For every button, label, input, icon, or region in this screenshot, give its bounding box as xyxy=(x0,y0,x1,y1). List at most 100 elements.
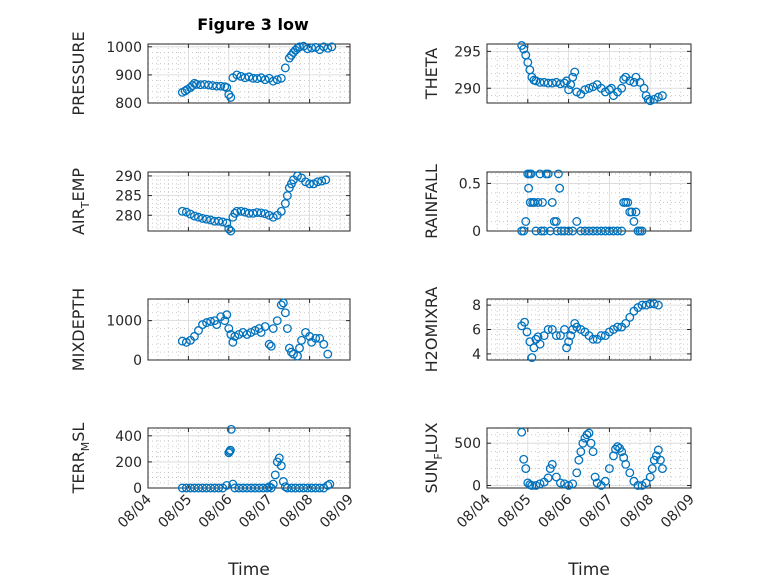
subplot-8: 0 500 08/04 08/05 08/06 08/07 08/08 08/09 Time SU… xyxy=(422,422,698,580)
data-point xyxy=(230,208,240,218)
data-point xyxy=(551,331,561,341)
data-point xyxy=(323,349,333,359)
axes-box xyxy=(147,171,351,232)
data-point xyxy=(293,43,302,53)
y-tick-label: 200 xyxy=(115,455,142,471)
data-point xyxy=(225,445,235,455)
data-point xyxy=(260,75,270,85)
subplot-7: 0 200 400 08/04 08/05 08/06 08/07 08/08 08/09 Tim… xyxy=(69,423,357,580)
data-point xyxy=(295,42,304,52)
data-point xyxy=(653,445,663,455)
data-point xyxy=(226,92,236,102)
data-point xyxy=(293,351,302,361)
data-point xyxy=(613,322,623,332)
data-point xyxy=(319,339,329,349)
data-point xyxy=(268,324,278,333)
figure-title: Figure 3 low xyxy=(197,15,309,34)
data-point xyxy=(198,213,207,223)
data-point xyxy=(286,347,296,357)
data-point xyxy=(657,464,667,474)
data-point xyxy=(226,226,236,236)
axes-box xyxy=(486,43,692,104)
data-point xyxy=(547,459,557,469)
y-tick-label: 400 xyxy=(115,429,142,445)
data-point xyxy=(566,331,576,341)
data-point xyxy=(190,331,199,341)
data-point xyxy=(649,455,659,465)
y-tick-label: 290 xyxy=(115,169,142,185)
data-point xyxy=(214,483,224,493)
data-point xyxy=(572,468,582,478)
data-point xyxy=(635,77,645,87)
data-point xyxy=(216,81,226,91)
data-point xyxy=(256,208,266,218)
x-axis-label: Time xyxy=(227,560,270,580)
y-tick-label: 285 xyxy=(115,189,142,205)
data-point xyxy=(649,299,659,309)
data-point xyxy=(568,72,578,82)
data-point xyxy=(645,472,655,482)
data-point xyxy=(321,175,331,185)
data-point xyxy=(262,483,272,493)
data-point xyxy=(297,335,306,345)
data-point xyxy=(274,453,284,463)
data-point xyxy=(315,333,325,343)
data-point xyxy=(641,300,651,310)
y-tick-label: 1000 xyxy=(106,40,142,56)
data-point xyxy=(572,217,582,226)
data-point xyxy=(280,63,290,73)
data-point xyxy=(236,206,246,216)
data-point xyxy=(555,478,565,488)
data-point xyxy=(519,226,529,236)
axes-box xyxy=(486,427,692,489)
y-axis-label: PRESSURE xyxy=(69,31,88,115)
data-point xyxy=(553,169,563,179)
data-point xyxy=(521,464,531,474)
data-point xyxy=(222,480,232,490)
data-point xyxy=(222,310,232,320)
data-point xyxy=(621,459,631,469)
data-point xyxy=(278,298,288,308)
data-point xyxy=(228,337,238,347)
data-point xyxy=(543,325,553,334)
y-tick-label: 500 xyxy=(454,436,481,452)
data-point xyxy=(580,85,590,95)
data-point xyxy=(307,43,317,53)
data-point xyxy=(325,479,335,489)
data-point xyxy=(280,308,290,318)
data-point xyxy=(194,212,203,222)
x-tick-label: 08/04 xyxy=(454,491,494,531)
data-point xyxy=(256,328,266,337)
data-point xyxy=(535,339,545,349)
data-point xyxy=(323,43,333,53)
data-point xyxy=(194,326,203,335)
data-point xyxy=(276,73,286,83)
x-tick-label: 08/09 xyxy=(317,492,357,532)
data-point xyxy=(305,179,315,189)
data-point xyxy=(568,479,578,489)
y-tick-label: 0 xyxy=(472,224,481,240)
data-point xyxy=(280,482,290,492)
data-point xyxy=(525,65,535,75)
data-point xyxy=(564,481,574,490)
data-point xyxy=(645,299,655,309)
x-tick-label: 08/05 xyxy=(155,492,195,532)
data-point xyxy=(543,169,553,179)
x-tick-label: 08/08 xyxy=(277,492,317,532)
data-point xyxy=(224,324,234,333)
data-point xyxy=(588,334,598,344)
data-point xyxy=(590,472,600,482)
data-point xyxy=(260,322,270,331)
data-point xyxy=(282,191,292,201)
y-axis-label: SUNFLUX xyxy=(422,422,445,493)
data-point xyxy=(617,83,627,93)
data-point xyxy=(623,198,633,207)
data-point xyxy=(574,455,584,465)
data-point xyxy=(551,472,561,482)
data-point xyxy=(555,183,565,193)
data-point xyxy=(327,42,337,52)
data-point xyxy=(584,83,594,93)
data-point xyxy=(177,206,187,216)
data-point xyxy=(527,353,537,363)
data-point xyxy=(190,211,199,221)
